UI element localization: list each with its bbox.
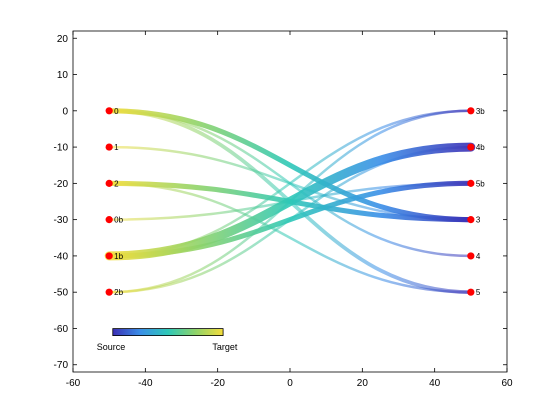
colorbar-bar bbox=[112, 328, 224, 336]
node-2b bbox=[105, 288, 113, 296]
nodes-layer: 0 1 2 0b 1b 2b 3b 4b 5b 3 4 5 bbox=[105, 107, 485, 297]
node-label: 3 bbox=[476, 216, 481, 225]
y-tick-label: -20 bbox=[54, 179, 69, 190]
node-label: 2b bbox=[114, 288, 123, 297]
y-tick-label: -10 bbox=[54, 143, 69, 154]
y-tick-label: -70 bbox=[54, 360, 69, 371]
x-tick-label: 40 bbox=[429, 378, 441, 389]
link-2b-to-4b bbox=[107, 145, 473, 294]
node-4b bbox=[467, 143, 475, 151]
x-tick-label: -20 bbox=[210, 378, 225, 389]
y-tick-label: -50 bbox=[54, 288, 69, 299]
link-2-to-5 bbox=[107, 182, 473, 294]
x-tick-label: -40 bbox=[138, 378, 153, 389]
x-tick-label: 60 bbox=[501, 378, 513, 389]
link-2b-to-3b bbox=[107, 109, 473, 294]
node-label: 5b bbox=[476, 179, 485, 188]
y-tick-label: -40 bbox=[54, 251, 69, 262]
node-5b bbox=[467, 179, 475, 187]
link-0-to-3 bbox=[106, 108, 474, 223]
colorbar-target-label: Target bbox=[212, 342, 238, 352]
node-label: 4b bbox=[476, 143, 485, 152]
y-tick-label: -30 bbox=[54, 215, 69, 226]
link-1b-to-3b bbox=[107, 109, 473, 258]
colorbar-source-label: Source bbox=[97, 342, 126, 352]
axes-layer: -60 -40 -20 0 20 40 6020100-10-20-30-40-50-60-… bbox=[54, 30, 513, 389]
node-label: 3b bbox=[476, 107, 485, 116]
y-tick-label: 20 bbox=[57, 34, 69, 45]
links-layer bbox=[104, 108, 476, 295]
node-label: 5 bbox=[476, 288, 481, 297]
node-3b bbox=[467, 107, 475, 115]
node-label: 4 bbox=[476, 252, 481, 261]
colorbar: Source Target bbox=[97, 328, 238, 352]
node-label: 2 bbox=[114, 179, 119, 188]
node-label: 1 bbox=[114, 143, 119, 152]
node-1 bbox=[105, 143, 113, 151]
x-tick-label: 0 bbox=[287, 378, 293, 389]
node-label: 1b bbox=[114, 252, 123, 261]
node-0 bbox=[105, 107, 113, 115]
node-2 bbox=[105, 179, 113, 187]
node-0b bbox=[105, 216, 113, 224]
node-1b bbox=[105, 252, 113, 260]
y-tick-label: 10 bbox=[57, 70, 69, 81]
y-tick-label: 0 bbox=[62, 106, 68, 117]
node-label: 0 bbox=[114, 107, 119, 116]
x-tick-label: 20 bbox=[357, 378, 369, 389]
node-4 bbox=[467, 252, 475, 260]
node-label: 0b bbox=[114, 216, 123, 225]
node-5 bbox=[467, 288, 475, 296]
x-tick-label: -60 bbox=[66, 378, 81, 389]
node-3 bbox=[467, 216, 475, 224]
y-tick-label: -60 bbox=[54, 324, 69, 335]
